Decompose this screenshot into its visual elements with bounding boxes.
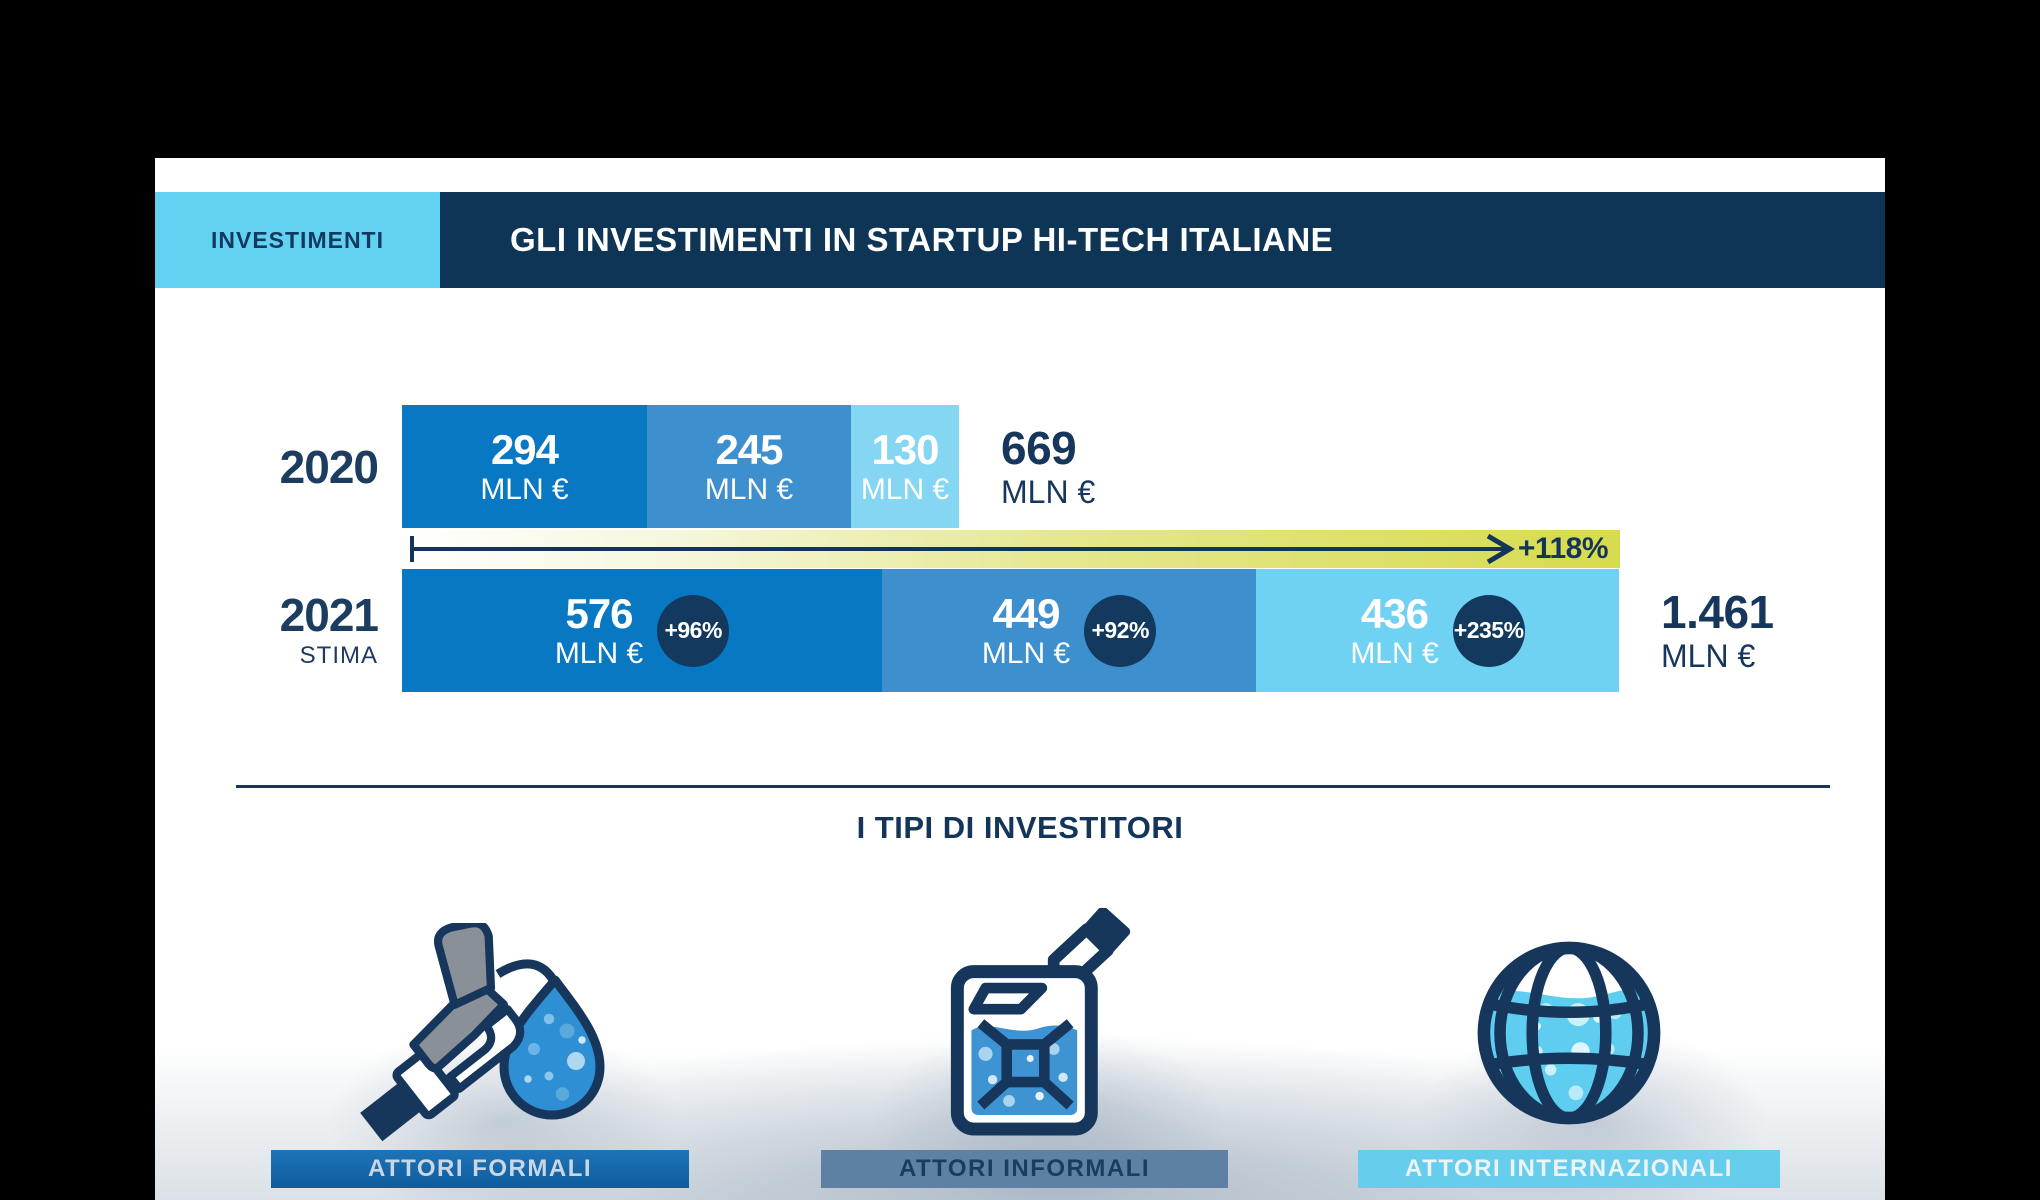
growth-arrow-band: +118% [402, 530, 1620, 568]
bar-segment: 294 MLN € [402, 405, 647, 528]
delta-badge: +92% [1084, 594, 1157, 667]
estimate-note: STIMA [299, 641, 378, 669]
growth-arrow-icon [410, 533, 1515, 565]
bar-row-2021: 2021 STIMA 576 MLN € +96% 449 MLN € +92% [155, 569, 1774, 692]
section-divider [236, 785, 1830, 788]
banner-attori-internazionali: ATTORI INTERNAZIONALI [1358, 1150, 1780, 1188]
segment-value: 576 [565, 589, 633, 637]
globe-icon [1477, 941, 1661, 1125]
delta-badge: +235% [1452, 594, 1525, 667]
segment-unit: MLN € [480, 472, 569, 506]
bar-segment: 245 MLN € [647, 405, 851, 528]
year-label: 2021 [279, 588, 379, 641]
investor-column-informal: ATTORI INFORMALI [790, 858, 1260, 1200]
segment-value: 449 [992, 589, 1060, 637]
segment-unit: MLN € [981, 636, 1071, 670]
segment-value: 130 [871, 425, 939, 473]
total-value: 1.461 [1661, 586, 1774, 638]
investor-column-international: ATTORI INTERNAZIONALI [1334, 858, 1804, 1200]
segment-value: 245 [715, 425, 783, 473]
section-heading: I TIPI DI INVESTITORI [856, 810, 1184, 845]
bar-segment: 576 MLN € +96% [402, 569, 882, 692]
segment-unit: MLN € [860, 472, 950, 506]
category-tag-label: INVESTIMENTI [210, 226, 384, 253]
segment-value: 294 [490, 425, 559, 473]
bar-row-2020: 2020 294 MLN € 245 MLN € 130 MLN € [155, 405, 1095, 528]
row-label-2020: 2020 [155, 405, 379, 528]
segment-value: 436 [1360, 589, 1429, 637]
segment-unit: MLN € [554, 636, 644, 670]
infographic-page: INVESTIMENTI GLI INVESTIMENTI IN STARTUP… [155, 158, 1885, 1200]
banner-attori-informali: ATTORI INFORMALI [821, 1150, 1228, 1188]
category-tag: INVESTIMENTI [155, 192, 440, 288]
title-bar: GLI INVESTIMENTI IN STARTUP HI-TECH ITAL… [440, 192, 1885, 288]
row-total-2021: 1.461 MLN € [1661, 569, 1774, 692]
stacked-bar-2021: 576 MLN € +96% 449 MLN € +92% 436 MLN € … [402, 569, 1619, 692]
banner-attori-formali: ATTORI FORMALI [271, 1150, 689, 1188]
page-title: GLI INVESTIMENTI IN STARTUP HI-TECH ITAL… [510, 221, 1334, 258]
bar-segment: 449 MLN € +92% [882, 569, 1256, 692]
row-label-2021: 2021 STIMA [155, 569, 379, 692]
jerry-can-icon [950, 908, 1130, 1136]
segment-unit: MLN € [704, 472, 794, 506]
year-label: 2020 [279, 440, 379, 493]
fuel-nozzle-drop-icon [360, 923, 605, 1142]
bar-segment: 130 MLN € [851, 405, 959, 528]
row-total-2020: 669 MLN € [1001, 405, 1095, 528]
total-value: 669 [1001, 422, 1077, 474]
total-unit: MLN € [1661, 638, 1756, 674]
delta-badge: +96% [657, 594, 730, 667]
growth-percentage: +118% [1517, 532, 1609, 565]
total-unit: MLN € [1001, 474, 1096, 510]
stacked-bar-2020: 294 MLN € 245 MLN € 130 MLN € [402, 405, 959, 528]
segment-unit: MLN € [1350, 636, 1439, 670]
bar-segment: 436 MLN € +235% [1256, 569, 1619, 692]
investor-column-formal: ATTORI FORMALI [245, 858, 715, 1200]
